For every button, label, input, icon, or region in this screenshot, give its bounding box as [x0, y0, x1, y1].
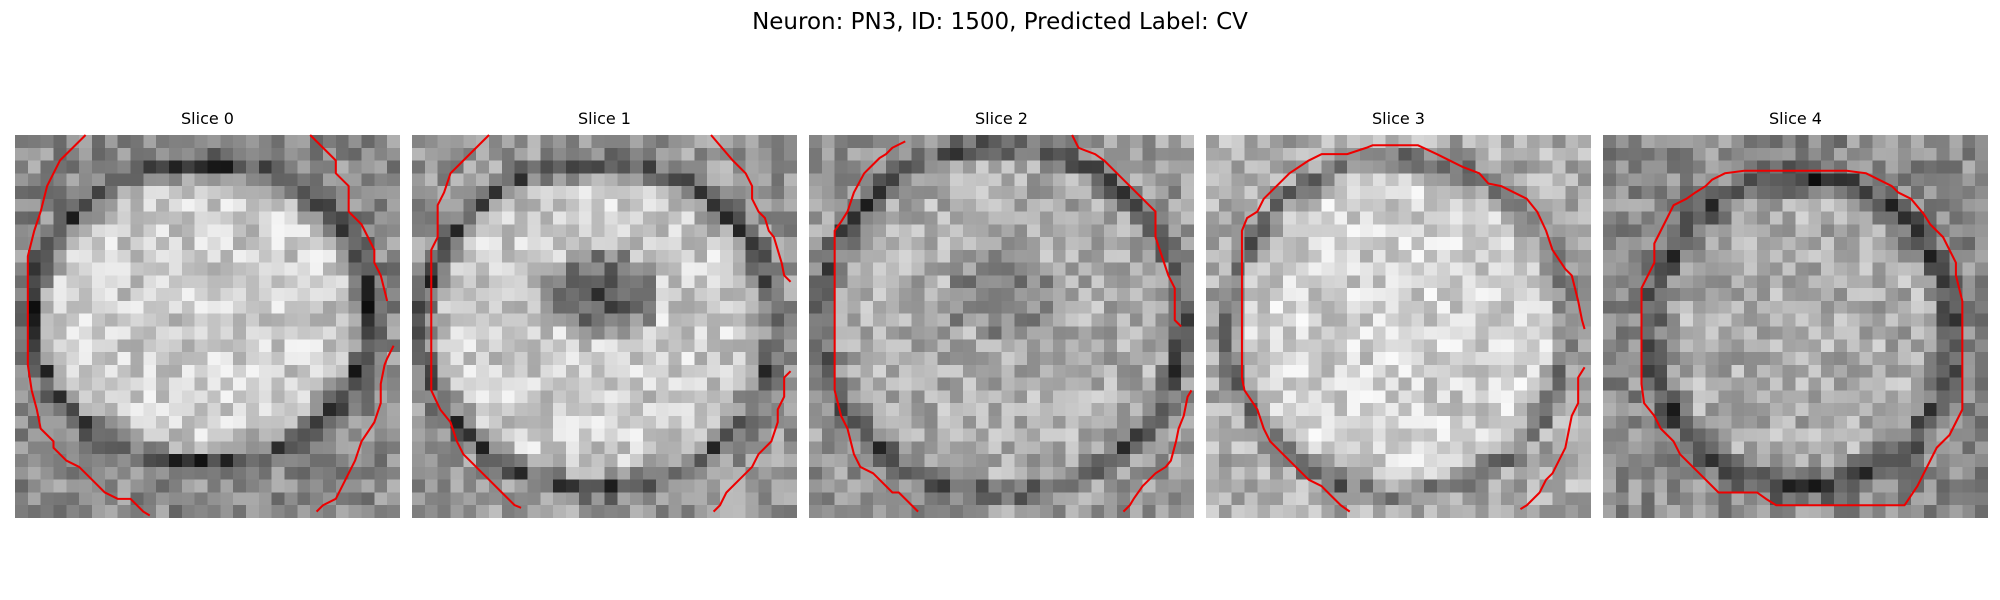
contour-line — [1519, 366, 1586, 510]
slice-image — [412, 135, 797, 518]
contour-line — [315, 345, 395, 513]
slice-image — [809, 135, 1194, 518]
figure-title: Neuron: PN3, ID: 1500, Predicted Label: … — [752, 9, 1248, 35]
slice-title: Slice 3 — [1372, 109, 1425, 128]
contour-overlay — [1640, 169, 1964, 507]
contour-overlay — [1240, 144, 1586, 513]
contour-line — [309, 134, 389, 302]
contour-overlay — [430, 134, 792, 513]
slice-title: Slice 1 — [578, 109, 631, 128]
contour-line — [833, 140, 919, 513]
contour-line — [430, 134, 522, 509]
slice-title: Slice 2 — [975, 109, 1028, 128]
contour-line — [710, 134, 792, 283]
slice-title: Slice 4 — [1769, 109, 1822, 128]
contour-line — [1071, 134, 1182, 328]
contour-line — [1240, 144, 1586, 513]
slice-image — [1603, 135, 1988, 518]
contour-line — [1640, 169, 1964, 507]
contour-line — [1122, 389, 1193, 513]
contour-overlay — [26, 134, 395, 517]
contour-line — [26, 134, 151, 517]
slice-title: Slice 0 — [181, 109, 234, 128]
slice-image — [15, 135, 400, 518]
contour-line — [712, 370, 792, 513]
contour-overlay — [833, 134, 1193, 513]
